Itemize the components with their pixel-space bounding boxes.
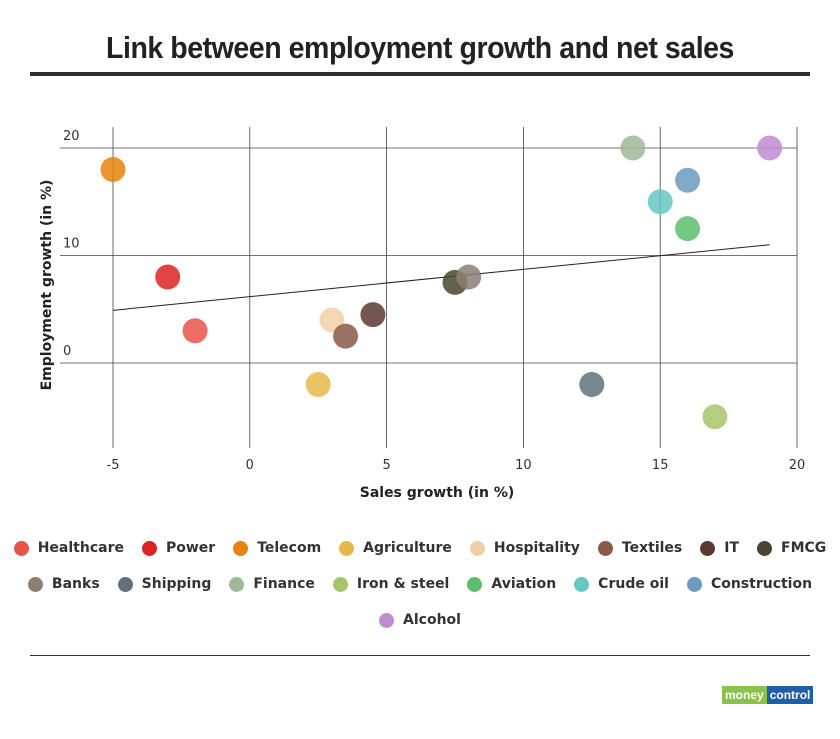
grid [60, 127, 798, 448]
legend-item: Banks [27, 576, 100, 592]
legend-label: Shipping [141, 576, 212, 592]
legend-label: Construction [710, 576, 813, 592]
legend-swatch [467, 576, 483, 592]
x-tick-label: 5 [382, 458, 390, 473]
y-tick-label: 20 [63, 129, 80, 144]
legend-label: FMCG [781, 540, 827, 556]
legend-label: Healthcare [37, 540, 124, 556]
legend-item: Crude oil [574, 576, 669, 592]
legend-label: Hospitality [493, 540, 580, 556]
legend-label: Agriculture [363, 540, 452, 556]
data-point-agriculture [305, 372, 331, 397]
y-tick-label: 0 [63, 344, 71, 359]
legend-swatch [574, 576, 590, 592]
legend-swatch [757, 540, 773, 556]
data-point-construction [675, 167, 701, 193]
x-tick-label: 0 [246, 458, 254, 473]
legend-swatch [339, 540, 355, 556]
legend-label: IT [724, 540, 740, 556]
data-point-textiles [333, 323, 359, 349]
legend-label: Crude oil [598, 576, 669, 592]
legend: Healthcare Power Telecom Agriculture Hospita… [0, 530, 840, 638]
data-point-crude-oil [647, 189, 673, 215]
legend-row: Alcohol [0, 602, 840, 638]
legend-swatch [379, 612, 395, 628]
scatter-chart: -5 0 5 10 15 20 0 10 20 Sales growth (in %) Empl… [39, 127, 805, 501]
data-point-aviation [675, 216, 701, 242]
y-axis-label: Employment growth (in %) [39, 180, 55, 391]
legend-label: Textiles [621, 540, 683, 556]
legend-swatch [597, 540, 613, 556]
legend-swatch [141, 540, 157, 556]
legend-label: Iron & steel [356, 576, 450, 592]
x-tick-label: -5 [107, 458, 120, 473]
legend-swatch [233, 540, 249, 556]
legend-label: Alcohol [403, 612, 461, 628]
legend-item: Finance [229, 576, 315, 592]
data-point-banks [456, 264, 482, 290]
y-tick-label: 10 [63, 237, 80, 252]
legend-label: Telecom [257, 540, 322, 556]
logo-part-control: control [766, 686, 814, 704]
tick-labels: -5 0 5 10 15 20 0 10 20 [63, 129, 805, 473]
logo-part-money: money [722, 686, 767, 704]
data-point-finance [620, 135, 646, 161]
legend-item: IT [700, 540, 739, 556]
legend-label: Banks [51, 576, 100, 592]
legend-item: Textiles [597, 540, 683, 556]
legend-item: FMCG [757, 540, 826, 556]
title-divider [30, 72, 810, 76]
legend-swatch [27, 576, 43, 592]
x-tick-label: 10 [515, 458, 532, 473]
legend-swatch [332, 576, 348, 592]
legend-item: Power [141, 540, 216, 556]
legend-item: Agriculture [339, 540, 452, 556]
trendline-group [112, 244, 770, 311]
legend-item: Shipping [117, 576, 212, 592]
chart-title: Link between employment growth and net s… [106, 30, 734, 65]
legend-item: Alcohol [379, 612, 461, 628]
x-tick-label: 15 [652, 458, 669, 473]
legend-label: Power [165, 540, 216, 556]
legend-label: Aviation [491, 576, 557, 592]
legend-swatch [700, 540, 716, 556]
data-point-shipping [579, 372, 605, 397]
data-point-telecom [100, 157, 126, 182]
data-points [100, 135, 783, 430]
legend-swatch [13, 540, 29, 556]
legend-item: Telecom [233, 540, 321, 556]
legend-item: Iron & steel [332, 576, 450, 592]
footer-divider [30, 655, 810, 656]
legend-item: Hospitality [469, 540, 580, 556]
legend-item: Aviation [467, 576, 556, 592]
data-point-alcohol [757, 135, 783, 161]
legend-item: Healthcare [13, 540, 124, 556]
legend-item: Construction [686, 576, 813, 592]
legend-swatch [469, 540, 485, 556]
legend-swatch [117, 576, 133, 592]
x-axis-label: Sales growth (in %) [360, 485, 515, 501]
data-point-healthcare [182, 318, 208, 344]
legend-swatch [686, 576, 702, 592]
legend-row: Healthcare Power Telecom Agriculture Hospita… [0, 530, 840, 566]
moneycontrol-logo: money control [722, 686, 814, 704]
data-point-power [155, 264, 181, 290]
trendline [112, 244, 770, 311]
legend-swatch [229, 576, 245, 592]
legend-row: Banks Shipping Finance Iron & steel Aviation… [0, 566, 840, 602]
data-point-iron-steel [702, 404, 728, 430]
data-point-it [360, 302, 386, 328]
legend-label: Finance [253, 576, 315, 592]
x-tick-label: 20 [789, 458, 806, 473]
